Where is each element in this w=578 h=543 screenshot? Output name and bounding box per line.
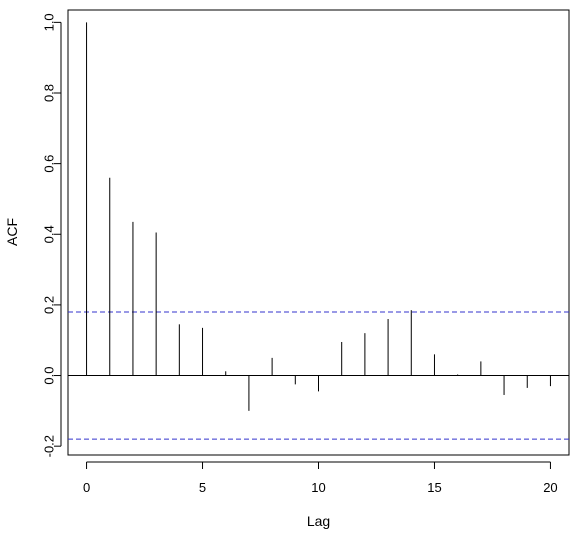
y-tick-label: -0.2	[42, 435, 57, 457]
y-tick-label: 0.8	[42, 84, 57, 102]
y-tick-label: 0.2	[42, 296, 57, 314]
x-axis: 0 5 10 15 20	[83, 461, 558, 495]
y-axis-title: ACF	[4, 218, 20, 246]
x-axis-title: Lag	[307, 513, 330, 529]
x-tick-label: 0	[83, 480, 90, 495]
y-tick-label: 0.6	[42, 155, 57, 173]
acf-bars	[86, 22, 551, 411]
x-tick-label: 10	[311, 480, 325, 495]
y-tick-label: 1.0	[42, 13, 57, 31]
x-tick-label: 20	[543, 480, 557, 495]
x-tick-label: 15	[427, 480, 441, 495]
y-tick-label: 0.0	[42, 366, 57, 384]
y-axis: -0.2 0.0 0.2 0.4 0.6 0.8 1.0	[42, 13, 62, 457]
plot-frame	[67, 9, 570, 456]
x-tick-label: 5	[199, 480, 206, 495]
y-tick-label: 0.4	[42, 225, 57, 243]
